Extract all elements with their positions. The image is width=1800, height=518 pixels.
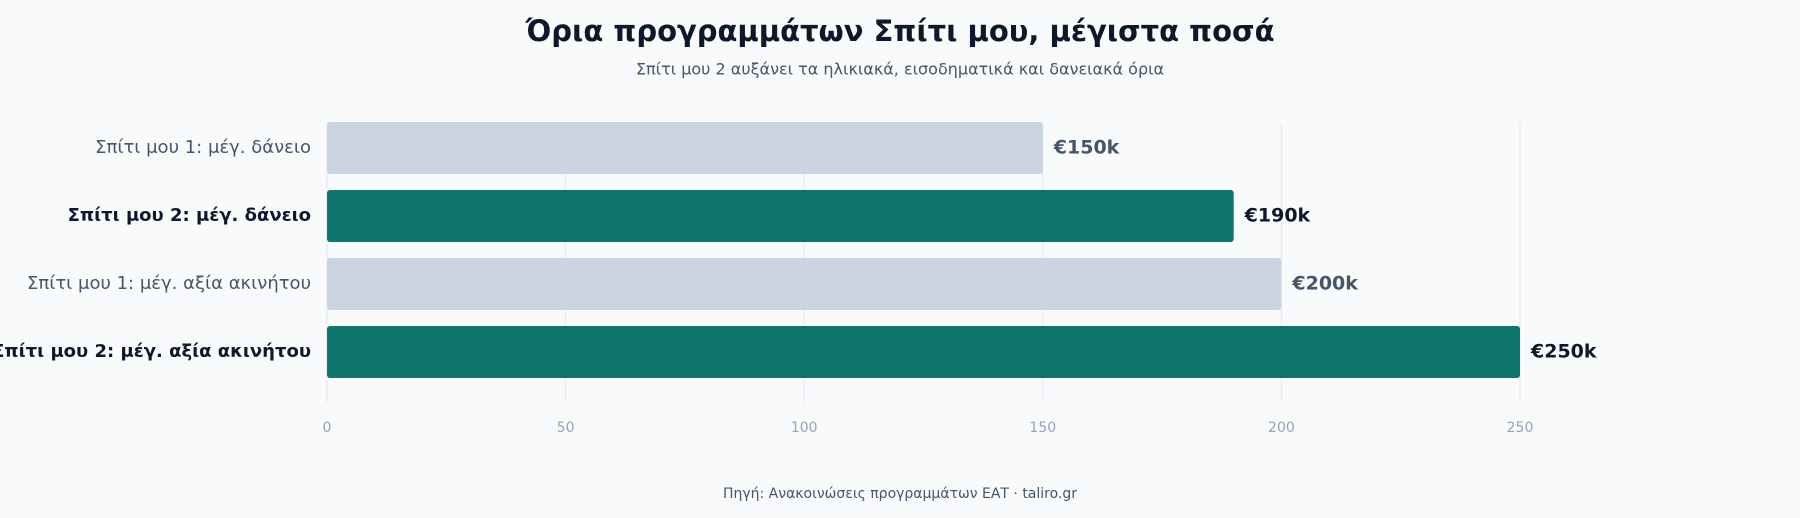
y-tick-label: Σπίτι μου 1: μέγ. δάνειο [95,137,311,158]
x-tick-label: 150 [1029,420,1056,436]
bar [327,190,1234,242]
value-label: €250k [1530,341,1597,363]
x-tick-label: 50 [557,420,575,436]
value-label: €200k [1291,273,1358,295]
bar [327,122,1043,174]
y-tick-label: Σπίτι μου 1: μέγ. αξία ακινήτου [27,273,311,294]
chart-subtitle: Σπίτι μου 2 αυξάνει τα ηλικιακά, εισοδημ… [636,60,1164,79]
value-label: €190k [1244,205,1311,227]
y-tick-label: Σπίτι μου 2: μέγ. δάνειο [68,205,311,226]
y-tick-label: Σπίτι μου 2: μέγ. αξία ακινήτου [0,341,311,362]
x-tick-label: 200 [1268,420,1295,436]
bar [327,326,1520,378]
bar [327,258,1282,310]
x-tick-label: 0 [323,420,332,436]
source-note: Πηγή: Ανακοινώσεις προγραμμάτων ΕΑΤ · ta… [723,486,1077,502]
x-tick-label: 100 [791,420,818,436]
x-tick-label: 250 [1507,420,1534,436]
chart-title: Όρια προγραμμάτων Σπίτι μου, μέγιστα ποσ… [524,14,1274,48]
value-label: €150k [1053,137,1120,159]
